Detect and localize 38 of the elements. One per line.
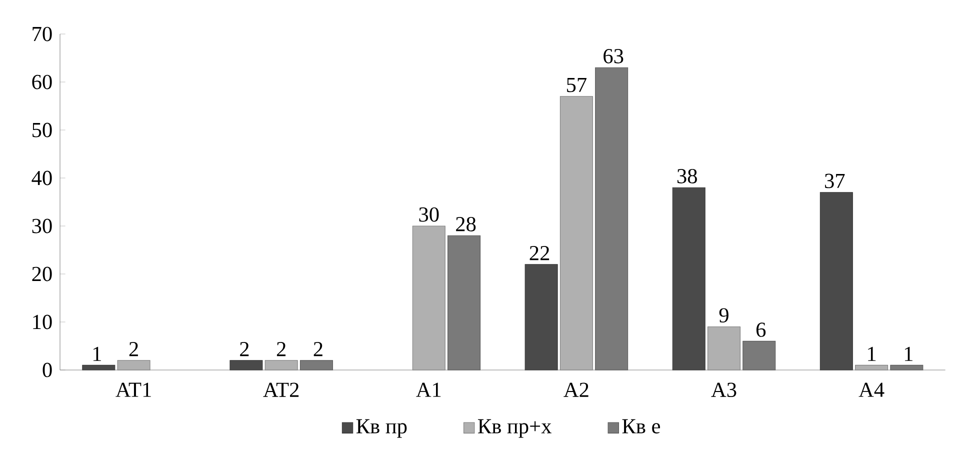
bar — [672, 187, 706, 370]
y-tick-label: 60 — [32, 74, 52, 90]
data-label: 9 — [719, 308, 728, 323]
legend-label: Кв пр+х — [478, 419, 552, 438]
y-tick-label: 0 — [42, 362, 52, 378]
data-label: 1 — [868, 346, 876, 361]
bar — [820, 192, 853, 370]
data-label: 37 — [825, 174, 845, 188]
legend-label: Кв е — [622, 419, 660, 434]
legend-label: Кв пр — [356, 419, 407, 438]
data-label: 2 — [276, 342, 286, 356]
y-tick-label: 50 — [32, 122, 52, 138]
data-label: 1 — [904, 346, 912, 361]
bar — [230, 360, 263, 370]
x-tick-label: A2 — [564, 382, 588, 397]
data-label: 63 — [604, 49, 624, 64]
data-label: 2 — [129, 342, 138, 356]
y-tick-label: 70 — [32, 26, 52, 42]
data-label: 28 — [456, 216, 476, 232]
bar — [524, 264, 558, 370]
x-tick-label: AT1 — [116, 382, 151, 397]
data-label: 22 — [530, 246, 550, 260]
data-label: 2 — [240, 342, 249, 356]
x-tick-label: A4 — [858, 382, 884, 397]
bar — [82, 364, 116, 370]
data-label: 1 — [93, 346, 101, 361]
x-tick-label: A3 — [711, 382, 736, 398]
x-tick-label: AT2 — [263, 382, 299, 397]
data-label: 6 — [756, 322, 766, 337]
y-tick-label: 30 — [32, 218, 52, 234]
x-tick-label: A1 — [416, 382, 441, 397]
data-label: 38 — [677, 168, 697, 184]
y-tick-label: 10 — [33, 314, 52, 330]
data-label: 30 — [419, 207, 439, 222]
data-label: 57 — [567, 78, 586, 92]
data-label: 2 — [314, 342, 322, 356]
y-tick-label: 20 — [32, 266, 52, 282]
y-tick-label: 40 — [32, 170, 52, 186]
